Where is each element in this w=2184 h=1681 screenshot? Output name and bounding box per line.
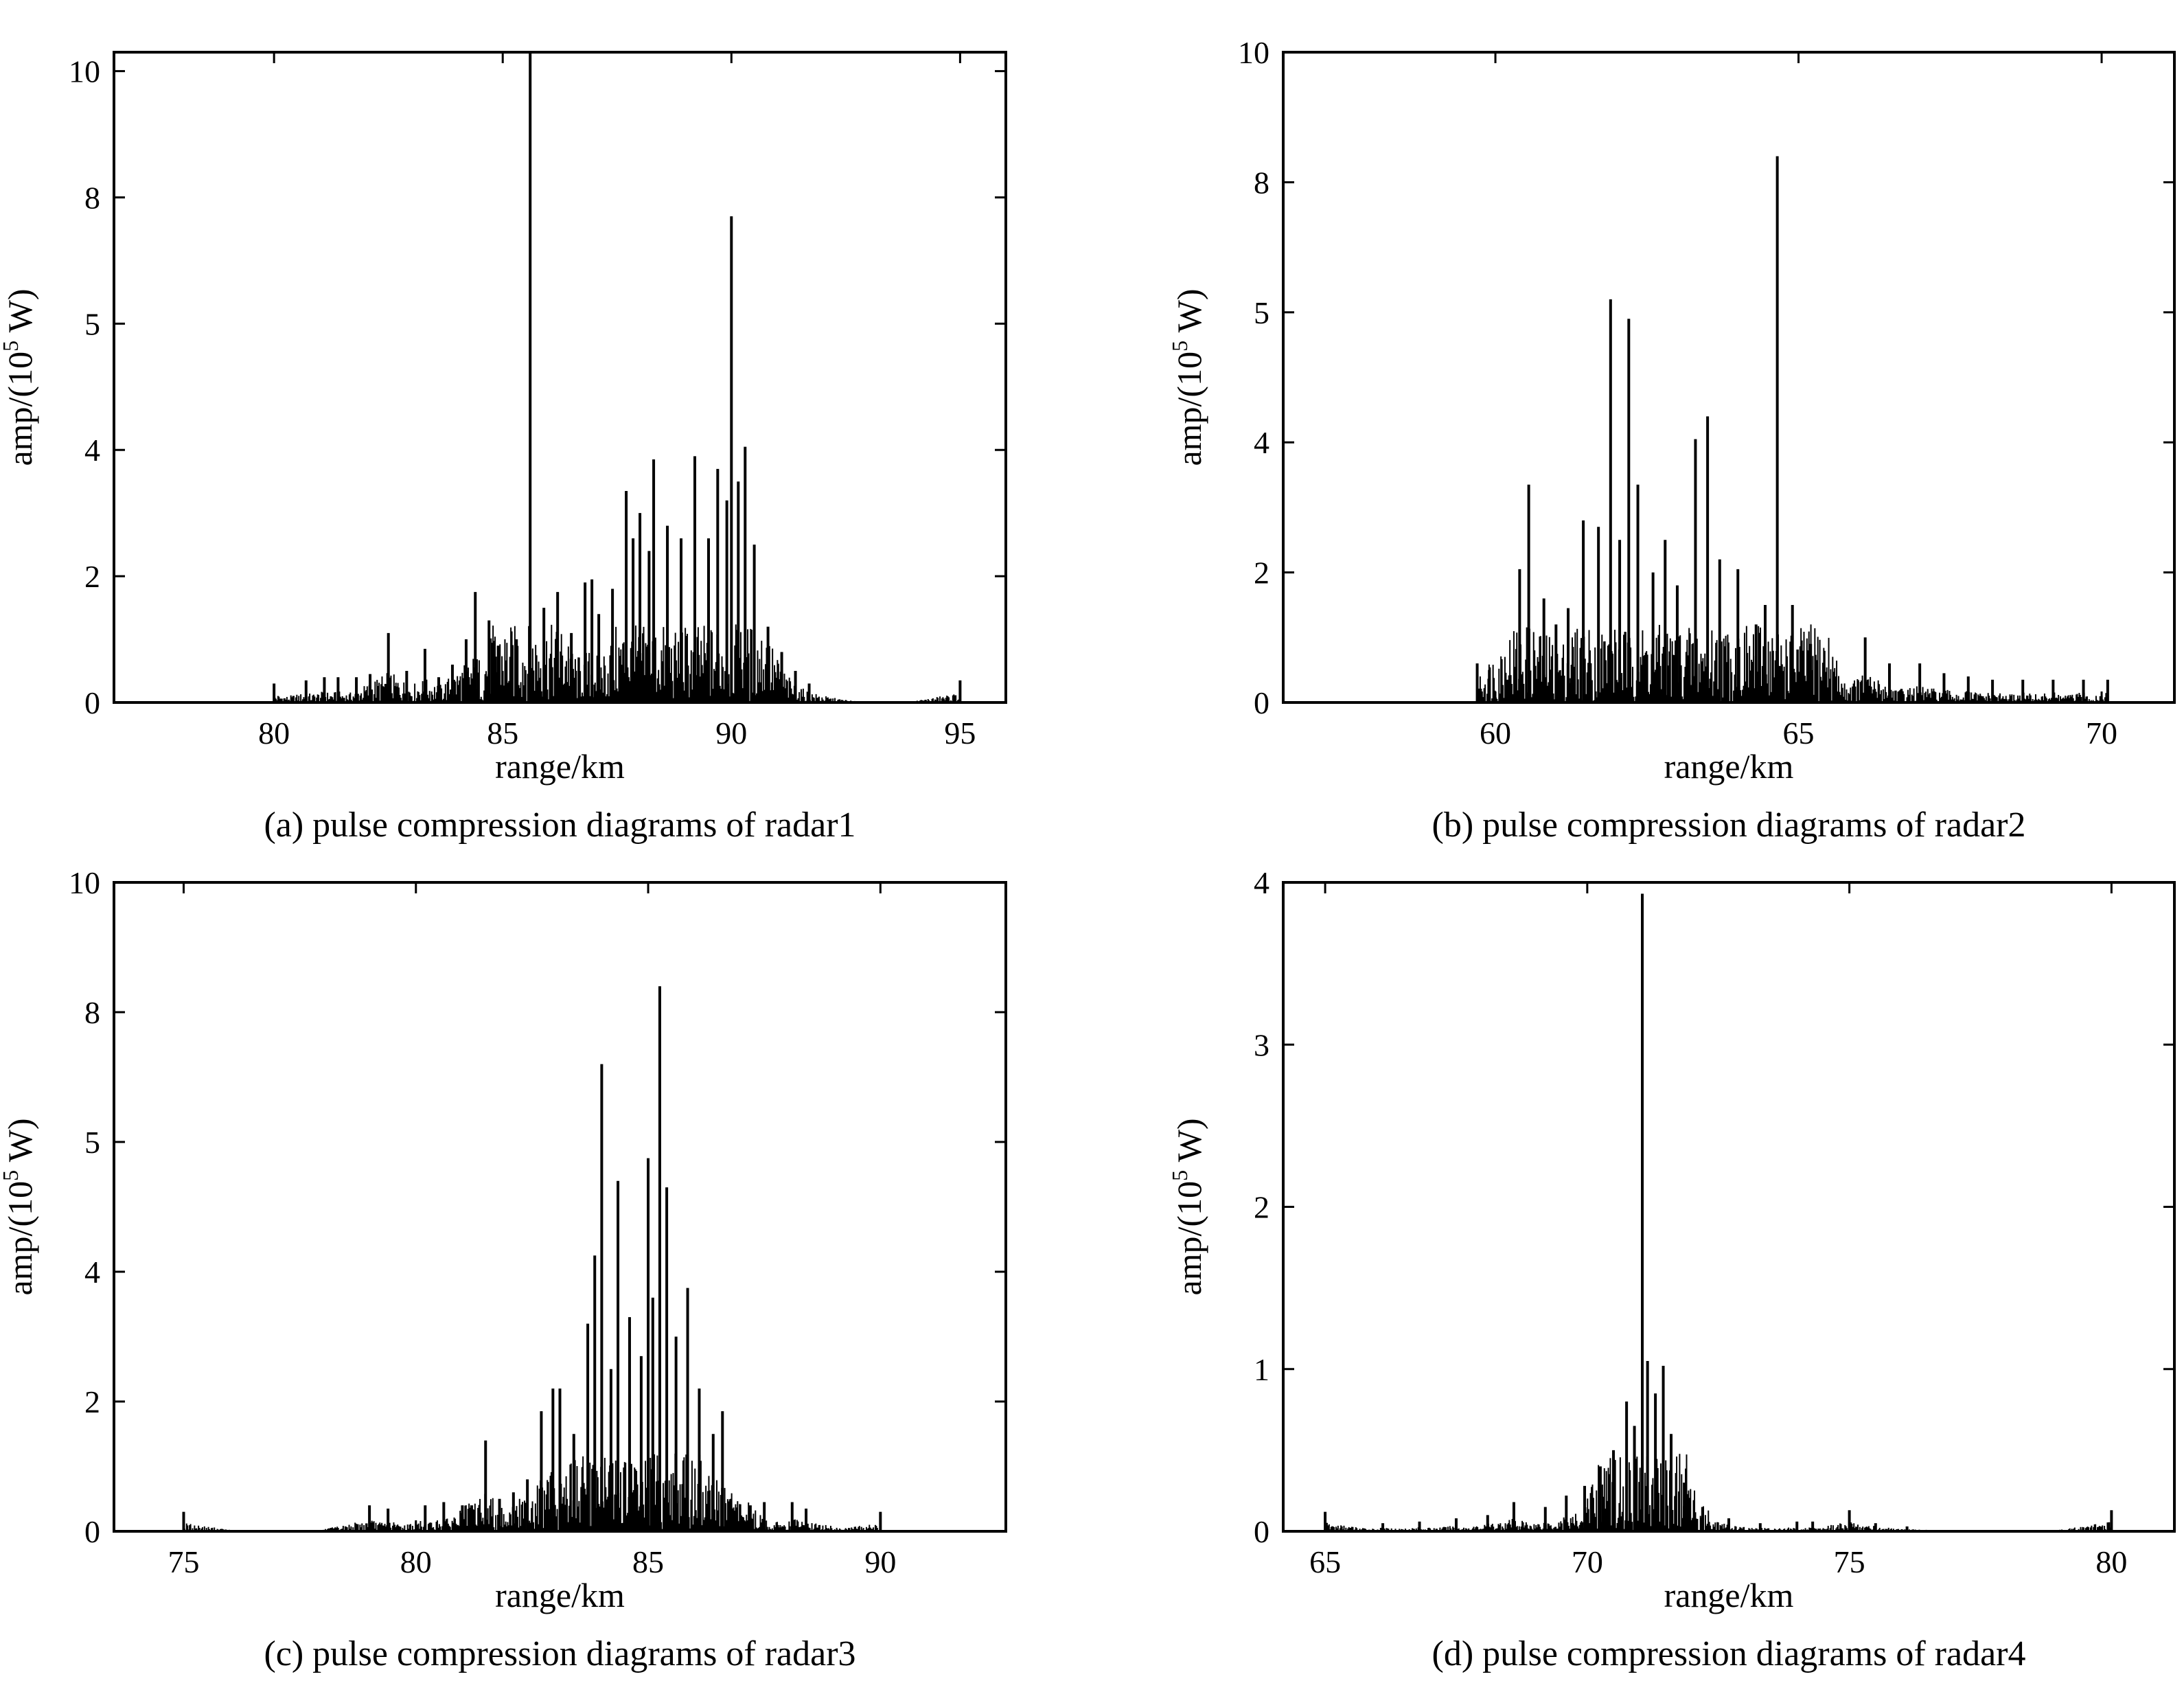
x-tick-label: 95 xyxy=(944,716,976,751)
y-tick-label: 2 xyxy=(1254,556,1269,591)
x-tick-label: 80 xyxy=(258,716,290,751)
y-tick-label: 3 xyxy=(1254,1027,1269,1062)
y-tick-label: 5 xyxy=(84,1125,100,1160)
x-tick-label: 70 xyxy=(1572,1544,1603,1579)
y-tick-label: 10 xyxy=(1238,35,1269,70)
y-tick-label: 5 xyxy=(1254,295,1269,330)
x-tick-label: 85 xyxy=(632,1544,664,1579)
y-tick-label: 5 xyxy=(84,306,100,341)
x-tick-label: 80 xyxy=(400,1544,432,1579)
panel-caption: (c) pulse compression diagrams of radar3 xyxy=(264,1634,855,1673)
panel-c: 75 80 85 90 0 2 4 5 8 10 range/km amp/(105 W) (c) pu… xyxy=(0,865,1007,1673)
y-tick-label: 10 xyxy=(69,865,100,900)
x-tick-label: 80 xyxy=(2095,1544,2127,1579)
y-tick-label: 2 xyxy=(84,1384,100,1419)
panel-d: 65 70 75 80 0 1 2 3 4 range/km amp/(105 W) (d) puls… xyxy=(1167,865,2176,1673)
y-tick-label: 8 xyxy=(84,180,100,215)
clutter-floor xyxy=(1324,1454,2113,1531)
y-axis-label: amp/(105 W) xyxy=(1167,288,1208,466)
x-axis-label: range/km xyxy=(495,1576,625,1614)
y-tick-label: 4 xyxy=(84,433,100,468)
x-tick-label: 75 xyxy=(1834,1544,1865,1579)
x-tick-label: 90 xyxy=(864,1544,896,1579)
x-tick-label: 85 xyxy=(487,716,518,751)
y-tick-label: 4 xyxy=(1254,425,1269,460)
plot-frame xyxy=(113,51,1007,704)
y-tick-label: 2 xyxy=(84,559,100,594)
plot-frame xyxy=(1282,51,2176,704)
plot-frame xyxy=(1282,881,2176,1533)
y-tick-label: 1 xyxy=(1254,1352,1269,1387)
panel-caption: (d) pulse compression diagrams of radar4 xyxy=(1432,1634,2026,1673)
x-tick-label: 65 xyxy=(1783,716,1815,751)
x-axis-label: range/km xyxy=(495,747,625,786)
clutter-floor xyxy=(183,1453,882,1531)
y-tick-label: 4 xyxy=(1254,865,1269,900)
x-tick-label: 75 xyxy=(168,1544,199,1579)
y-tick-label: 4 xyxy=(84,1255,100,1290)
y-tick-label: 0 xyxy=(1254,1514,1269,1549)
clutter-floor xyxy=(1476,624,2108,702)
x-axis-label: range/km xyxy=(1664,747,1794,786)
panel-caption: (a) pulse compression diagrams of radar1 xyxy=(264,805,855,845)
x-tick-label: 90 xyxy=(715,716,747,751)
panel-a: 80 85 90 95 0 2 4 5 8 10 range/km amp/(105 W) (a) pu… xyxy=(0,51,1007,845)
y-tick-label: 8 xyxy=(84,995,100,1030)
y-tick-label: 8 xyxy=(1254,165,1269,200)
y-axis-label: amp/(105 W) xyxy=(0,1118,39,1295)
x-axis-label: range/km xyxy=(1664,1576,1794,1614)
y-tick-label: 0 xyxy=(84,685,100,720)
x-tick-label: 65 xyxy=(1309,1544,1341,1579)
panel-caption: (b) pulse compression diagrams of radar2 xyxy=(1432,805,2026,845)
y-tick-label: 0 xyxy=(1254,685,1269,720)
y-axis-label: amp/(105 W) xyxy=(0,288,39,466)
x-tick-label: 70 xyxy=(2086,716,2117,751)
y-tick-label: 10 xyxy=(69,54,100,89)
y-tick-label: 0 xyxy=(84,1514,100,1549)
clutter-floor xyxy=(273,624,961,702)
y-tick-label: 2 xyxy=(1254,1190,1269,1225)
panel-b: 60 65 70 0 2 4 5 8 10 range/km amp/(105 W) (b) puls… xyxy=(1167,35,2176,845)
y-axis-label: amp/(105 W) xyxy=(1167,1118,1208,1295)
x-tick-label: 60 xyxy=(1480,716,1511,751)
